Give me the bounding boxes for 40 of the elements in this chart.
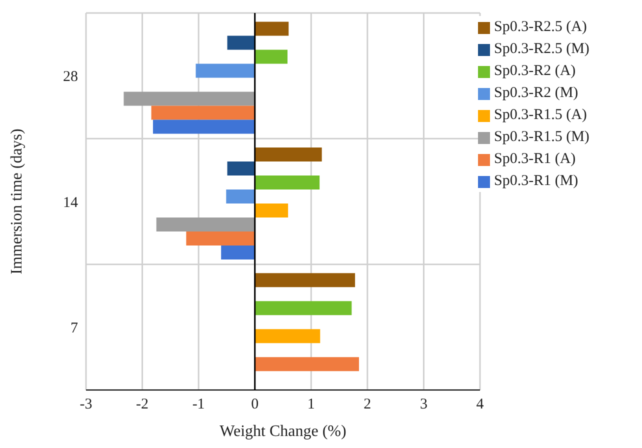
y-tick-label: 14 — [63, 194, 78, 211]
x-tick-label: 0 — [251, 396, 259, 413]
legend-label: Sp0.3-R2.5 (A) — [494, 19, 587, 35]
x-tick-label: -1 — [192, 396, 205, 413]
x-tick-label: -2 — [136, 396, 149, 413]
x-tick-label: 2 — [364, 396, 372, 413]
legend-label: Sp0.3-R2 (M) — [494, 85, 578, 101]
x-tick-label: 4 — [476, 396, 484, 413]
bar — [156, 217, 255, 232]
y-tick-label: 28 — [63, 69, 78, 86]
y-tick-label: 7 — [70, 320, 78, 336]
x-tick-label: -3 — [80, 396, 92, 413]
bar — [254, 301, 352, 316]
bar — [151, 106, 255, 120]
bar — [254, 175, 320, 190]
bar — [254, 357, 359, 372]
bar — [196, 64, 255, 78]
y-axis-title: Immersion time (days) — [8, 128, 26, 274]
bar — [221, 245, 255, 260]
legend-label: Sp0.3-R2.5 (M) — [494, 41, 590, 57]
bar — [124, 92, 255, 106]
legend-label: Sp0.3-R1 (M) — [494, 173, 578, 189]
x-tick-label: 3 — [420, 396, 428, 413]
bar — [254, 147, 322, 162]
bar — [186, 231, 255, 246]
bar — [254, 22, 289, 36]
bar — [254, 50, 288, 64]
x-axis-title: Weight Change (%) — [220, 423, 346, 440]
legend-label: Sp0.3-R1.5 (M) — [494, 129, 590, 145]
bar — [254, 203, 288, 218]
bar — [152, 120, 255, 134]
bar — [227, 161, 255, 176]
legend-label: Sp0.3-R1 (A) — [494, 151, 576, 167]
x-tick-label: 1 — [307, 396, 315, 413]
legend-label: Sp0.3-R1.5 (A) — [494, 107, 587, 123]
bar — [227, 36, 255, 50]
bar — [254, 329, 320, 344]
bar — [226, 189, 255, 204]
bar — [254, 273, 356, 288]
legend-label: Sp0.3-R2 (A) — [494, 63, 576, 79]
